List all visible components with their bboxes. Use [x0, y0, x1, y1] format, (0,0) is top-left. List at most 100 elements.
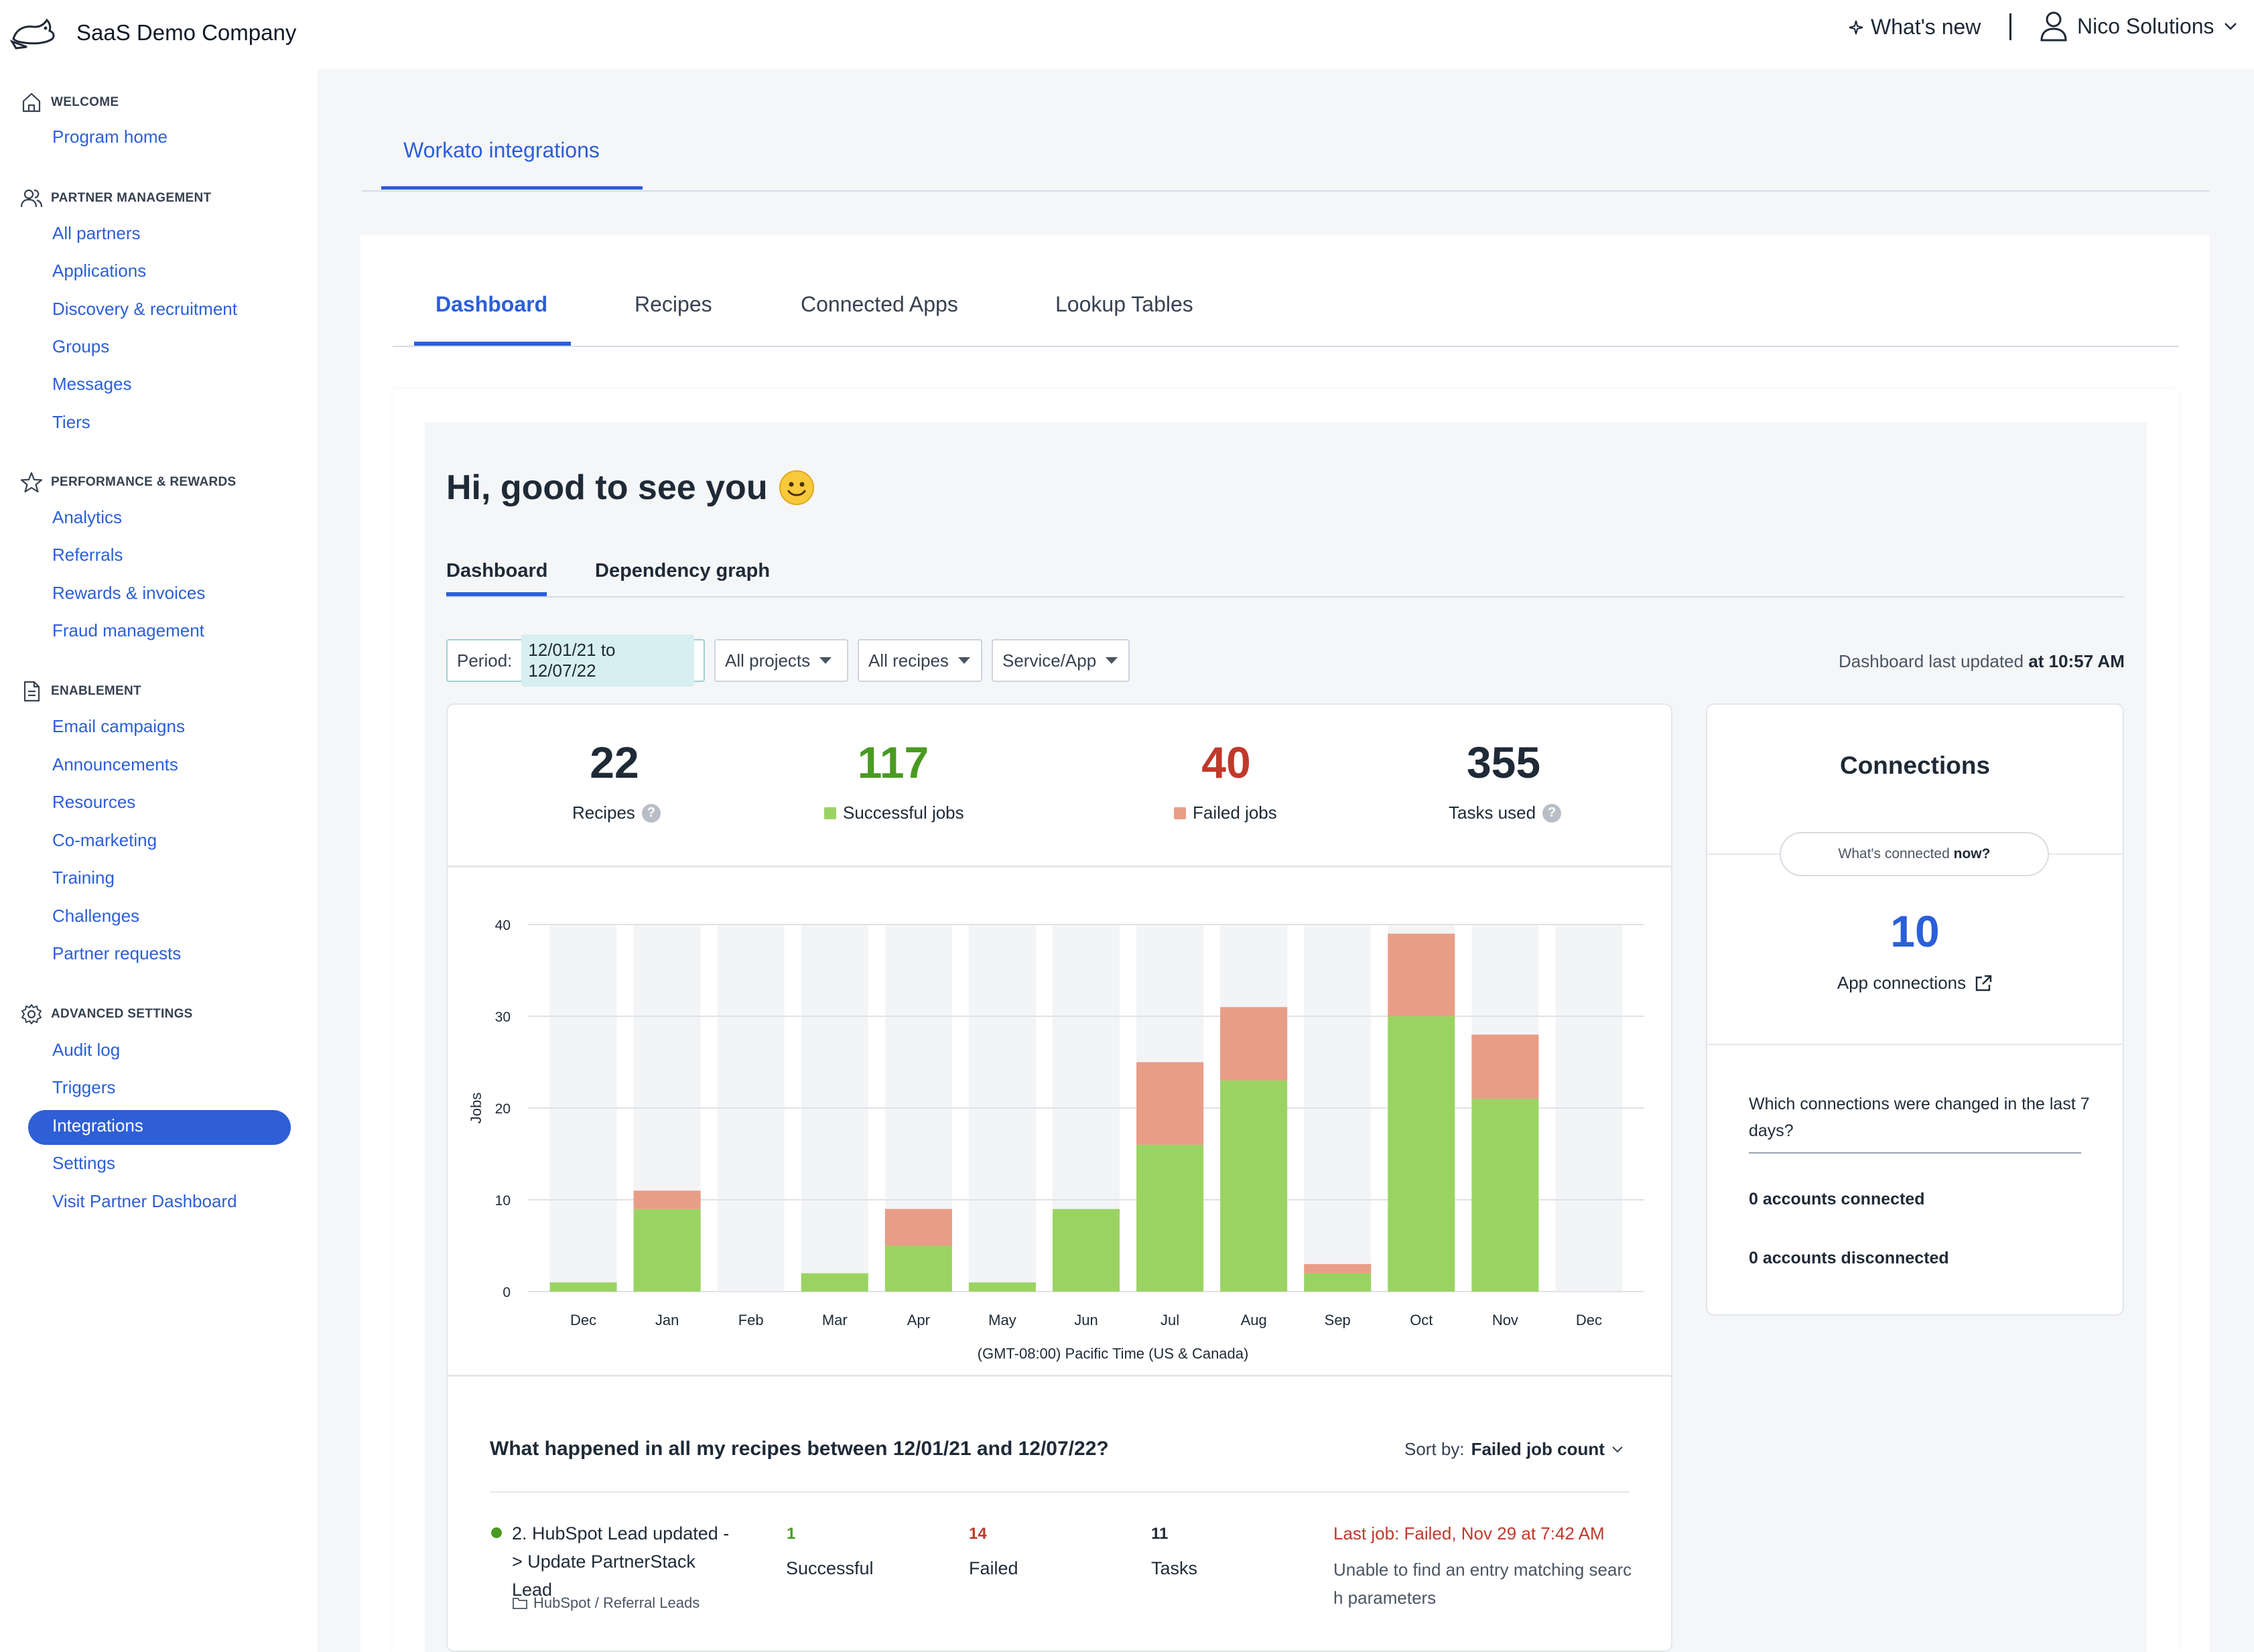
sidebar-item-integrations[interactable]: Integrations [52, 1115, 143, 1135]
page-title-rule [362, 190, 2210, 192]
sidebar-item-email-campaigns[interactable]: Email campaigns [52, 716, 185, 736]
tab-connected-apps[interactable]: Connected Apps [801, 292, 958, 316]
y-tick-label: 30 [495, 1010, 511, 1025]
recipe-name-link[interactable]: 2. HubSpot Lead updated -> Update Partne… [512, 1523, 730, 1600]
user-menu[interactable]: Nico Solutions [2040, 11, 2237, 42]
sidebar-item-announcements[interactable]: Announcements [52, 754, 178, 774]
sidebar-item-all-partners[interactable]: All partners [52, 223, 141, 243]
sidebar-item-partner-requests[interactable]: Partner requests [52, 943, 182, 963]
stat-failed-label: Failed jobs [1174, 803, 1277, 823]
sidebar-item-tiers[interactable]: Tiers [52, 412, 90, 432]
external-link-icon [1975, 975, 1992, 991]
sidebar-item-triggers[interactable]: Triggers [52, 1077, 116, 1097]
help-icon[interactable]: ? [1542, 803, 1562, 823]
sidebar-active-highlight [28, 1110, 291, 1145]
sidebar-item-analytics[interactable]: Analytics [52, 507, 123, 527]
document-icon [23, 681, 40, 702]
stat-recipes-label: Recipes ? [572, 803, 661, 823]
period-filter[interactable]: Period: 12/01/21 to 12/07/22 [446, 634, 705, 687]
whats-connected-button[interactable]: What's connected now? [1780, 832, 2049, 876]
tab-dashboard[interactable]: Dashboard [436, 292, 548, 316]
successful-jobs-bar [1304, 1273, 1372, 1292]
tabs-rule [393, 346, 2179, 347]
sidebar-item-referrals[interactable]: Referrals [52, 545, 123, 565]
failed-jobs-bar [1220, 1007, 1288, 1081]
x-tick-label: Mar [822, 1312, 848, 1328]
sidebar-item-messages[interactable]: Messages [52, 374, 132, 394]
failed-legend-swatch [1174, 807, 1186, 819]
x-tick-label: Aug [1241, 1312, 1267, 1328]
sidebar-item-challenges[interactable]: Challenges [52, 906, 140, 926]
subtab-active-indicator [446, 592, 547, 596]
failed-jobs-bar [1471, 1034, 1539, 1099]
stat-failed-value: 40 [1201, 738, 1251, 787]
sparkle-icon [1849, 20, 1863, 34]
projects-dropdown-label: All projects [725, 650, 811, 671]
accounts-disconnected: 0 accounts disconnected [1749, 1249, 1949, 1267]
recipe-successful-count: 1 [787, 1525, 796, 1543]
service-dropdown[interactable]: Service/App [992, 639, 1130, 682]
recipes-dropdown[interactable]: All recipes [858, 639, 982, 682]
sidebar-item-partner-dashboard[interactable]: Visit Partner Dashboard [52, 1191, 237, 1211]
recipes-dropdown-label: All recipes [868, 650, 949, 671]
page-title-underline [381, 186, 643, 190]
stat-successful-value: 117 [857, 738, 929, 787]
app-connections-link[interactable]: App connections [1706, 973, 2124, 993]
sidebar-item-audit-log[interactable]: Audit log [52, 1040, 121, 1060]
page-title-tab[interactable]: Workato integrations [403, 138, 600, 162]
projects-dropdown[interactable]: All projects [714, 639, 848, 682]
sidebar-item-resources[interactable]: Resources [52, 792, 136, 812]
connections-question-rule [1749, 1152, 2081, 1154]
chevron-down-icon [2224, 23, 2237, 30]
successful-jobs-bar [884, 1245, 952, 1292]
home-icon [22, 92, 41, 113]
chart-divider [448, 1375, 1671, 1377]
gear-icon [21, 1004, 42, 1024]
sidebar-section-partner-management: PARTNER MANAGEMENT [20, 187, 211, 210]
sidebar-section-welcome: WELCOME [20, 91, 119, 114]
x-tick-label: Nov [1492, 1312, 1518, 1328]
sidebar-item-co-marketing[interactable]: Co-marketing [52, 830, 157, 850]
failed-jobs-bar [884, 1209, 952, 1246]
recipe-failed-count: 14 [969, 1525, 987, 1543]
sidebar-item-rewards[interactable]: Rewards & invoices [52, 583, 206, 603]
help-icon[interactable]: ? [641, 803, 661, 823]
top-divider [2009, 13, 2011, 40]
sidebar-item-program-home[interactable]: Program home [52, 127, 168, 147]
app-connections-count: 10 [1890, 906, 1940, 956]
tab-lookup-tables[interactable]: Lookup Tables [1055, 292, 1193, 316]
x-tick-label: Feb [738, 1312, 764, 1328]
successful-jobs-bar [1388, 1016, 1455, 1292]
successful-jobs-bar [633, 1209, 701, 1292]
sidebar-section-enablement: ENABLEMENT [20, 680, 141, 703]
sort-dropdown[interactable]: Sort by: Failed job count [1404, 1439, 1623, 1460]
tab-recipes[interactable]: Recipes [635, 292, 712, 316]
sidebar-item-settings[interactable]: Settings [52, 1153, 115, 1173]
sidebar-item-groups[interactable]: Groups [52, 336, 110, 356]
greeting-text: Hi, good to see you [446, 468, 768, 507]
company-name: SaaS Demo Company [76, 20, 297, 45]
users-icon [20, 189, 43, 208]
subtab-dependency-graph[interactable]: Dependency graph [595, 560, 771, 581]
sidebar-item-fraud[interactable]: Fraud management [52, 620, 204, 640]
x-tick-label: Dec [1576, 1312, 1602, 1328]
successful-jobs-bar [801, 1273, 868, 1292]
last-updated-text: Dashboard last updated at 10:57 AM [1839, 651, 2125, 671]
caret-down-icon [957, 657, 970, 664]
recipe-last-job[interactable]: Last job: Failed, Nov 29 at 7:42 AM [1333, 1523, 1605, 1543]
whats-new-link[interactable]: What's new [1848, 15, 1981, 40]
caret-down-icon [819, 657, 832, 664]
subtab-dashboard[interactable]: Dashboard [446, 560, 548, 581]
recipe-folder[interactable]: HubSpot / Referral Leads [512, 1594, 700, 1612]
jobs-bar-chart: 0 10 20 30 40 Dec Jan Feb Mar Apr May Jun Jul Aug Sep O… [468, 918, 1644, 1362]
sidebar-item-discovery[interactable]: Discovery & recruitment [52, 299, 237, 319]
recipe-successful-label: Successful [786, 1558, 874, 1578]
stat-recipes-value: 22 [590, 738, 639, 787]
connections-divider [1707, 1044, 2123, 1045]
period-value: 12/01/21 to 12/07/22 [521, 634, 694, 687]
sidebar-item-applications[interactable]: Applications [52, 261, 147, 281]
y-tick-label: 40 [495, 918, 511, 933]
x-tick-label: Jun [1074, 1312, 1098, 1328]
sidebar-item-training[interactable]: Training [52, 868, 115, 888]
beaver-logo-icon[interactable] [9, 12, 58, 51]
